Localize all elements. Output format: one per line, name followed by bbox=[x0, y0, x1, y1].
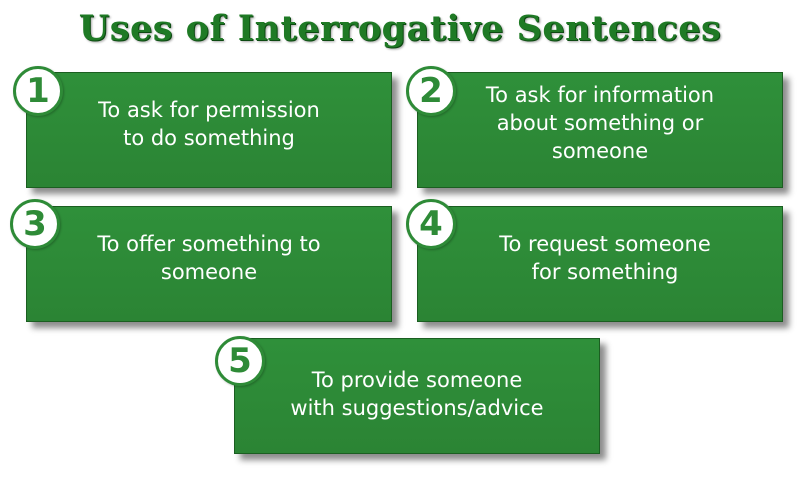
number-badge-1: 1 bbox=[13, 66, 63, 116]
use-card-2-text: To ask for information about something o… bbox=[485, 83, 715, 163]
use-card-4: To request someone for something bbox=[417, 206, 783, 322]
use-card-5: To provide someone with suggestions/advi… bbox=[234, 338, 600, 454]
number-badge-3: 3 bbox=[10, 199, 60, 249]
use-card-1: To ask for permission to do something bbox=[26, 72, 392, 188]
use-card-2: To ask for information about something o… bbox=[417, 72, 783, 188]
number-badge-5: 5 bbox=[215, 336, 265, 386]
use-card-3-text: To offer something to someone bbox=[97, 232, 321, 284]
number-badge-2: 2 bbox=[406, 66, 456, 116]
use-card-4-text: To request someone for something bbox=[499, 232, 711, 284]
page-title: Uses of Interrogative Sentences bbox=[78, 8, 722, 49]
use-card-3: To offer something to someone bbox=[26, 206, 392, 322]
use-card-1-text: To ask for permission to do something bbox=[98, 98, 320, 150]
use-card-5-text: To provide someone with suggestions/advi… bbox=[290, 368, 544, 420]
number-badge-4: 4 bbox=[406, 199, 456, 249]
